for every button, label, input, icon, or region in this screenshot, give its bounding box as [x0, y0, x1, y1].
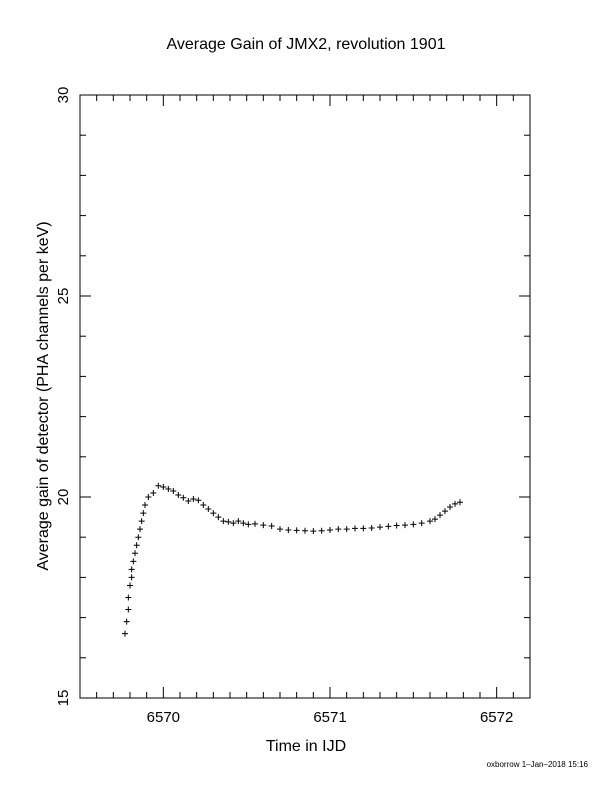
plot-frame [79, 94, 531, 699]
data-point [165, 485, 172, 492]
data-point [245, 521, 252, 528]
x-tick-label: 6572 [480, 709, 513, 726]
chart-title: Average Gain of JMX2, revolution 1901 [166, 36, 446, 53]
data-point [140, 510, 147, 517]
data-point [277, 526, 283, 533]
data-point [285, 526, 292, 533]
data-point [160, 483, 167, 490]
data-point [137, 526, 143, 533]
data-point [200, 502, 207, 509]
y-tick-label: 30 [55, 87, 72, 104]
tick-labels: 6570 6571 6572 15 20 25 30 [55, 87, 513, 726]
data-point [447, 504, 453, 511]
data-point [402, 522, 408, 529]
data-point [318, 527, 325, 534]
data-point [205, 506, 212, 513]
x-tick-label: 6570 [147, 709, 180, 726]
data-point [293, 527, 300, 534]
data-point [132, 550, 138, 557]
data-point [240, 520, 247, 527]
axis-ticks [79, 94, 531, 699]
data-point [302, 527, 308, 534]
data-point [452, 500, 458, 507]
data-point [260, 522, 267, 529]
data-point [268, 522, 275, 529]
data-point [210, 510, 217, 517]
data-point [335, 526, 342, 533]
data-point [368, 524, 375, 531]
y-tick-label: 25 [55, 288, 72, 305]
data-point [410, 521, 417, 528]
data-point [235, 518, 242, 525]
y-tick-label: 20 [55, 489, 72, 506]
data-point [215, 514, 222, 521]
data-point [457, 499, 463, 506]
data-point [427, 518, 433, 525]
data-point [442, 508, 448, 515]
data-point [170, 487, 177, 494]
data-point [138, 518, 145, 525]
data-point [343, 526, 350, 533]
data-point [360, 525, 367, 532]
data-point [150, 489, 157, 496]
data-point [393, 522, 400, 529]
data-point [130, 558, 137, 565]
data-point [142, 502, 148, 509]
data-point [252, 520, 258, 527]
data-point [175, 491, 182, 498]
data-point [385, 523, 392, 530]
footer-stamp: oxborrow 1–Jan–2018 15:16 [486, 760, 588, 769]
data-point [125, 606, 132, 613]
data-point [418, 520, 425, 527]
data-point [437, 512, 443, 519]
data-point [145, 494, 152, 500]
data-point [377, 524, 383, 531]
data-point [185, 498, 192, 505]
data-point [230, 520, 237, 527]
data-point [135, 534, 142, 541]
data-point [127, 582, 133, 589]
data-point [180, 494, 187, 501]
x-tick-label: 6571 [313, 709, 346, 726]
data-point [190, 496, 197, 503]
data-point [128, 574, 135, 581]
x-axis-label: Time in IJD [265, 738, 347, 755]
y-tick-label: 15 [55, 690, 72, 707]
data-point [122, 630, 128, 637]
data-point [352, 525, 358, 532]
data-point [195, 497, 202, 504]
data-point [155, 482, 162, 489]
data-point [125, 594, 132, 601]
data-markers [122, 482, 463, 637]
data-point [220, 518, 227, 525]
data-point [133, 542, 140, 549]
data-point [432, 516, 438, 523]
data-point [225, 518, 232, 525]
y-axis-label: Average gain of detector (PHA channels p… [35, 221, 52, 570]
data-point [327, 526, 333, 533]
data-point [123, 618, 130, 625]
data-point [128, 566, 135, 573]
data-point [310, 528, 317, 535]
